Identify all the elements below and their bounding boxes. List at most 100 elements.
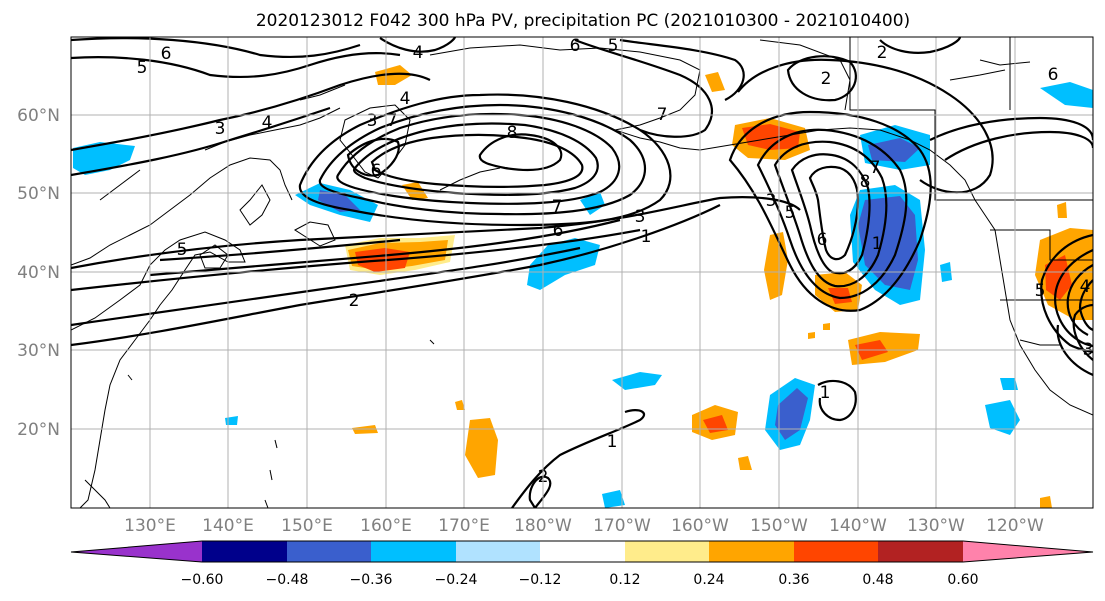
- lat-label: 50°N: [17, 184, 60, 204]
- lon-label: 140°W: [829, 516, 887, 536]
- precip-negative-area: [985, 400, 1020, 435]
- precip-positive-area: [1040, 496, 1052, 508]
- contour-label: 2: [821, 69, 832, 89]
- colorbar: −0.60 −0.48 −0.36 −0.24 −0.12 0.12 0.24 …: [70, 540, 1094, 588]
- colorbar-tick-label: −0.48: [266, 572, 309, 588]
- contour-label: 2: [349, 291, 360, 311]
- lon-label: 120°W: [986, 516, 1044, 536]
- map-frame: [70, 36, 1094, 509]
- contour-label: 2: [877, 43, 888, 63]
- map-panel: 6 5 4 6 5 3 4 4 3 7 8 7 7 6 3 1 2 2 5 3: [70, 36, 1094, 509]
- colorbar-bin: [963, 541, 1093, 562]
- contour-label: 5: [608, 36, 619, 56]
- precip-negative-area: [1000, 378, 1018, 390]
- precip-positive-area: [742, 124, 800, 150]
- precip-negative-area: [602, 490, 625, 508]
- colorbar-bin: [625, 541, 709, 562]
- lon-label: 180°W: [514, 516, 572, 536]
- precip-positive-area: [823, 323, 830, 330]
- colorbar-tick-label: −0.24: [435, 572, 478, 588]
- precip-positive-area: [465, 418, 498, 478]
- colorbar-bin: [202, 541, 287, 562]
- contour-label: 1: [820, 383, 831, 403]
- contour-label: 1: [872, 234, 883, 254]
- colorbar-bin: [456, 541, 540, 562]
- colorbar-outline: [70, 540, 1094, 563]
- precip-negative-area: [868, 138, 920, 162]
- contour-label: 6: [570, 36, 581, 56]
- precip-negative-area: [527, 238, 600, 290]
- contour-label: 7: [552, 197, 563, 217]
- precip-positive-area: [1045, 255, 1072, 300]
- contour-label: 5: [1035, 281, 1046, 301]
- contour-label: 4: [400, 89, 411, 109]
- map-title: 2020123012 F042 300 hPa PV, precipitatio…: [256, 11, 910, 31]
- colorbar-tick-label: −0.12: [519, 572, 562, 588]
- lon-label: 130°E: [124, 516, 176, 536]
- precip-negative-area: [775, 388, 808, 440]
- contour-label: 4: [1080, 277, 1091, 297]
- contour-label: 5: [137, 58, 148, 78]
- precip-negative-area: [73, 142, 135, 175]
- precip-positive-area: [828, 288, 852, 304]
- precip-positive-area: [402, 182, 428, 200]
- lon-label: 160°E: [360, 516, 412, 536]
- colorbar-bin: [71, 541, 202, 562]
- contour-label: 6: [371, 161, 382, 181]
- precip-positive-area: [705, 72, 725, 92]
- contour-label: 3: [367, 111, 378, 131]
- colorbar-bin: [878, 541, 963, 562]
- colorbar-tick-label: −0.60: [181, 572, 224, 588]
- contour-label: 1: [641, 227, 652, 247]
- contour-label: 6: [817, 230, 828, 250]
- precip-positive-area: [375, 65, 412, 85]
- lat-label: 60°N: [17, 106, 60, 126]
- lon-label: 170°E: [438, 516, 490, 536]
- contour-label: 3: [635, 207, 646, 227]
- precip-negative-area: [612, 372, 662, 390]
- precip-negative-area: [318, 190, 360, 212]
- colorbar-bin: [371, 541, 456, 562]
- contour-label: 6: [1048, 65, 1059, 85]
- lon-label: 150°E: [281, 516, 333, 536]
- precip-positive-area: [455, 400, 465, 410]
- lat-label: 20°N: [17, 420, 60, 440]
- contour-labels: 6 5 4 6 5 3 4 4 3 7 8 7 7 6 3 1 2 2 5 3: [137, 36, 1093, 487]
- lat-axis: 60°N 50°N 40°N 30°N 20°N: [17, 106, 60, 440]
- contour-label: 6: [553, 221, 564, 241]
- lon-label: 150°W: [750, 516, 808, 536]
- contour-label: 8: [507, 123, 518, 143]
- precip-positive-area: [808, 332, 815, 339]
- colorbar-tick-label: 0.36: [778, 572, 809, 588]
- contour-label: 3: [766, 191, 777, 211]
- contour-label: 5: [177, 240, 188, 260]
- lon-axis: 130°E 140°E 150°E 160°E 170°E 180°W 170°…: [124, 516, 1044, 536]
- colorbar-tick-label: 0.24: [693, 572, 724, 588]
- colorbar-tick-label: 0.12: [609, 572, 640, 588]
- contour-label: 4: [413, 43, 424, 63]
- colorbar-tick-label: −0.36: [350, 572, 393, 588]
- colorbar-tick-label: 0.60: [947, 572, 978, 588]
- precip-negative-area: [1040, 82, 1093, 108]
- contour-label: 1: [607, 432, 618, 452]
- precip-positive-area: [1057, 202, 1067, 218]
- colorbar-bin: [287, 541, 371, 562]
- contour-label: 3: [215, 119, 226, 139]
- contour-label: 6: [161, 44, 172, 64]
- colorbar-bin: [794, 541, 878, 562]
- contour-label: 8: [860, 172, 871, 192]
- contour-label: 4: [262, 113, 273, 133]
- contour-label: 5: [785, 203, 796, 223]
- contour-label: 7: [387, 111, 398, 131]
- lon-label: 160°W: [671, 516, 729, 536]
- colorbar-tick-label: 0.48: [862, 572, 893, 588]
- lat-label: 40°N: [17, 263, 60, 283]
- lat-label: 30°N: [17, 341, 60, 361]
- graticule: [71, 37, 1093, 508]
- colorbar-bin: [540, 541, 625, 562]
- colorbar-bin: [709, 541, 794, 562]
- precip-positive-area: [738, 456, 752, 470]
- lon-label: 170°W: [593, 516, 651, 536]
- lon-label: 130°W: [907, 516, 965, 536]
